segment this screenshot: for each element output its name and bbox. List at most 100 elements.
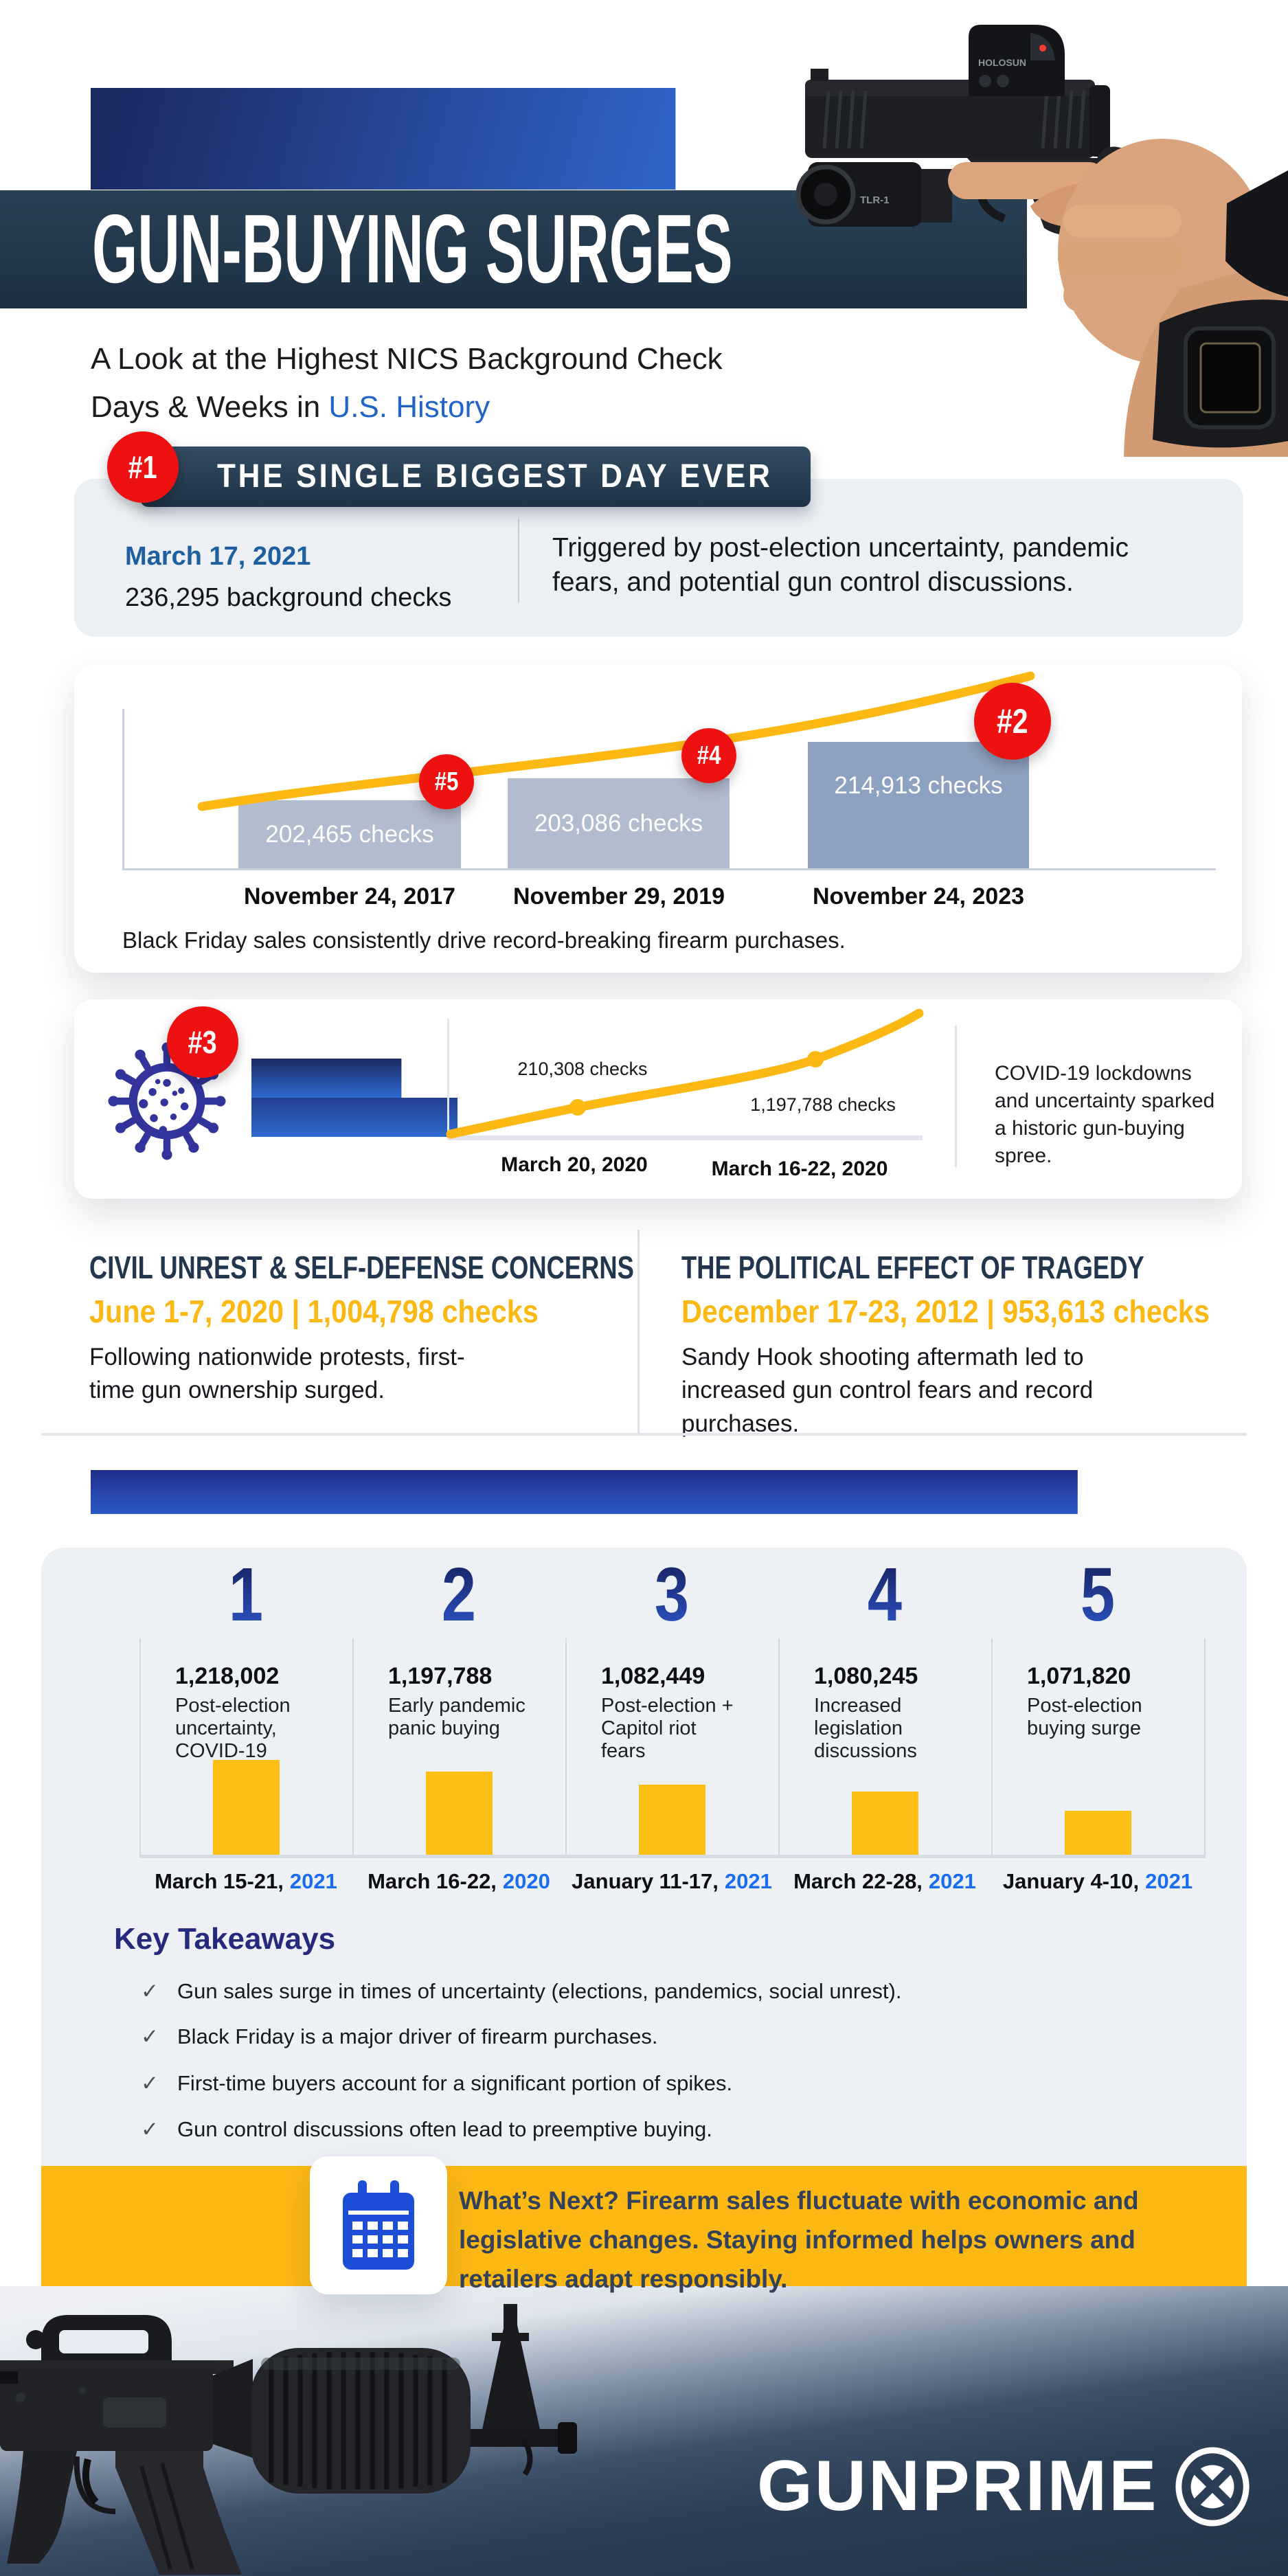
rank-badge-5: #5 [419, 754, 474, 809]
single-day-description: Triggered by post-election uncertainty, … [552, 533, 1129, 597]
event1-description: Following nationwide protests, first-tim… [89, 1344, 465, 1404]
subtitle-line2: Days & Weeks in U.S. History [91, 390, 490, 424]
takeaway-item: First-time buyers account for a signific… [177, 2071, 733, 2095]
takeaway-item: Black Friday is a major driver of firear… [177, 2024, 658, 2048]
event2-description: Sandy Hook shooting aftermath led to inc… [681, 1344, 1094, 1437]
bf-bar-2019: 203,086 checks [508, 778, 730, 868]
pandemic-line-chart [446, 1008, 924, 1139]
bf-date-2017: November 24, 2017 [243, 883, 456, 909]
week3-date: January 11-17, 2021 [572, 1869, 772, 1893]
subtitle-highlight: U.S. History [328, 390, 490, 424]
column-line [991, 1638, 993, 1855]
red-dot [1039, 45, 1046, 52]
column-line [778, 1638, 780, 1855]
week1-date: March 15-21, 2021 [155, 1869, 337, 1893]
week1-description: Post-election uncertainty, COVID-19 [175, 1695, 291, 1762]
page-title-line1: AMERICA’S BIGGEST [91, 88, 1099, 190]
week4-date: March 22-28, 2021 [793, 1869, 976, 1893]
point1-date: March 20, 2020 [501, 1153, 648, 1176]
pistol-slide [805, 80, 1095, 158]
section1-header: THE SINGLE BIGGEST DAY EVER [217, 458, 773, 495]
week5-date: January 4-10, 2021 [1002, 1869, 1193, 1893]
event1-title: CIVIL UNREST & SELF-DEFENSE CONCERNS [89, 1250, 634, 1285]
rank-number-3: 3 [654, 1552, 690, 1637]
takeaways-title: Key Takeaways [114, 1922, 336, 1956]
top5-title: THE TOP 5 HIGHEST WEEKS FOR NICS BACKGRO… [91, 1470, 1288, 1514]
subtitle: A Look at the Highest NICS Background Ch… [91, 335, 723, 431]
rank-badge-1: #1 [107, 431, 179, 503]
page-title-line2: GUN-BUYING SURGES [92, 194, 733, 304]
week1-bar [213, 1760, 280, 1855]
section-divider [41, 1433, 1247, 1436]
event1-stat: June 1-7, 2020 | 1,004,798 checks [89, 1293, 539, 1329]
week3-bar [639, 1785, 705, 1855]
brand-name: GUNPRIME [757, 2446, 1159, 2526]
pandemic-card: #3 PANDEMIC PANIC BUYING 210,308 checks … [74, 999, 1242, 1199]
check-icon: ✓ [141, 2117, 159, 2141]
light-model-label: TLR-1 [860, 194, 890, 206]
whats-next-text: What’s Next? Firearm sales fluctuate wit… [459, 2187, 1139, 2293]
data-point-2 [807, 1051, 824, 1067]
week2-bar [426, 1772, 493, 1855]
divider [955, 1026, 957, 1167]
check-icon: ✓ [141, 2024, 159, 2048]
takeaway-item: Gun sales surge in times of uncertainty … [177, 1979, 902, 2003]
mini-x-axis [447, 1136, 923, 1140]
mini-y-axis [447, 1019, 449, 1137]
black-friday-card: 202,465 checks 203,086 checks 214,913 ch… [74, 665, 1242, 973]
bf-caption: Black Friday sales consistently drive re… [122, 927, 846, 953]
week3-value: 1,082,449 [601, 1663, 705, 1689]
event2-title: THE POLITICAL EFFECT OF TRAGEDY [681, 1250, 1144, 1285]
week4-bar [852, 1792, 918, 1855]
week2-value: 1,197,788 [388, 1663, 493, 1689]
column-line [565, 1638, 567, 1855]
single-day-date: March 17, 2021 [125, 542, 311, 571]
week4-description: Increased legislation discussions [814, 1695, 917, 1762]
bf-date-2023: November 24, 2023 [812, 883, 1025, 909]
week1-value: 1,218,002 [175, 1663, 280, 1689]
column-line [352, 1638, 354, 1855]
column-line [139, 1638, 141, 1855]
week4-value: 1,080,245 [814, 1663, 918, 1689]
rank-badge-3: #3 [167, 1006, 238, 1078]
week5-description: Post-election buying surge [1027, 1695, 1142, 1739]
week2-description: Early pandemic panic buying [388, 1695, 526, 1739]
rank-number-4: 4 [867, 1552, 903, 1637]
column-line [1204, 1638, 1206, 1855]
brand-logo: GUNPRIME [757, 2445, 1253, 2527]
single-day-stat: 236,295 background checks [125, 583, 452, 612]
check-icon: ✓ [141, 1979, 159, 2003]
bf-bar-2017: 202,465 checks [238, 800, 461, 868]
takeaway-item: Gun control discussions often lead to pr… [177, 2117, 712, 2141]
rank-number-1: 1 [228, 1552, 264, 1637]
top5-baseline [139, 1855, 1206, 1858]
calendar-card [310, 2156, 447, 2294]
y-axis [122, 709, 124, 868]
rank-badge-2: #2 [974, 683, 1051, 760]
week5-bar [1065, 1811, 1131, 1855]
pandemic-title: PANDEMIC PANIC BUYING [251, 1059, 509, 1137]
x-axis [122, 868, 1216, 870]
check-icon: ✓ [141, 2071, 159, 2095]
rank-number-2: 2 [441, 1552, 477, 1637]
bf-date-2019: November 29, 2019 [512, 883, 725, 909]
sleeve [1225, 170, 1288, 297]
bf-trend-line [197, 671, 1035, 811]
data-point-1 [569, 1099, 586, 1116]
point2-label: 1,197,788 checks [750, 1094, 896, 1115]
bf-bar-2023: 214,913 checks [808, 742, 1029, 868]
week2-date: March 16-22, 2020 [368, 1869, 550, 1893]
pistol-photo: TLR-1 HOLOSUN [795, 0, 1288, 457]
event2-stat: December 17-23, 2012 | 953,613 checks [681, 1293, 1210, 1329]
point2-date: March 16-22, 2020 [711, 1157, 888, 1180]
optic-brand-label: HOLOSUN [978, 57, 1026, 68]
divider [637, 1230, 640, 1433]
whats-next-band: What’s Next? Firearm sales fluctuate wit… [41, 2166, 1247, 2293]
divider [518, 519, 519, 602]
brand-crosshair-icon [1175, 2446, 1250, 2527]
calendar-icon [343, 2180, 414, 2270]
rifle-photo [0, 2304, 577, 2575]
week5-value: 1,071,820 [1027, 1663, 1131, 1689]
week3-description: Post-election + Capitol riot fears [601, 1695, 734, 1762]
